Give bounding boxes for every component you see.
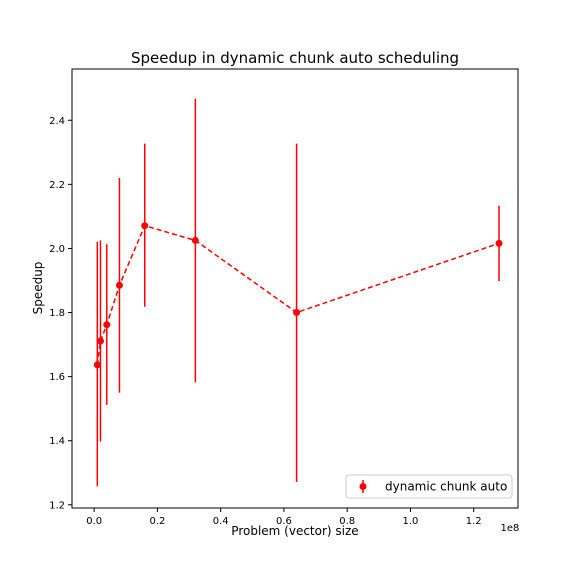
x-tick-label: 0.2 [149,516,165,527]
x-tick-label: 0.6 [276,516,292,527]
y-axis-label: Speedup [31,262,45,315]
x-tick-label: 1.2 [466,516,482,527]
data-point [141,222,149,230]
x-axis-offset-label: 1e8 [501,523,520,534]
plot-area [93,98,503,487]
y-tick-label: 1.4 [49,436,65,447]
y-tick-label: 1.2 [49,500,65,511]
x-axis: 0.0 0.2 0.4 0.6 0.8 1.0 1.2 [86,508,482,527]
x-axis-label: Problem (vector) size [231,524,358,538]
x-tick-label: 1.0 [403,516,419,527]
data-point [93,361,101,369]
x-tick-label: 0.8 [339,516,355,527]
x-tick-label: 0.4 [213,516,229,527]
y-tick-label: 2.4 [49,116,65,127]
y-axis: 1.2 1.4 1.6 1.8 2.0 2.2 2.4 [49,116,72,511]
chart-title: Speedup in dynamic chunk auto scheduling [131,49,459,67]
legend-marker-swatch [359,483,367,490]
data-point [495,239,503,247]
y-tick-label: 2.0 [49,244,65,255]
y-tick-label: 1.6 [49,372,65,383]
y-tick-label: 2.2 [49,180,65,191]
data-point [115,281,123,289]
data-point [293,309,301,317]
data-point [103,321,111,329]
y-tick-label: 1.8 [49,308,65,319]
x-tick-label: 0.0 [86,516,102,527]
legend-box [345,474,513,499]
legend-label: dynamic chunk auto [385,480,507,494]
data-point [96,337,104,345]
legend: dynamic chunk auto [345,474,513,499]
plot-frame [71,68,519,509]
data-point [191,236,199,244]
